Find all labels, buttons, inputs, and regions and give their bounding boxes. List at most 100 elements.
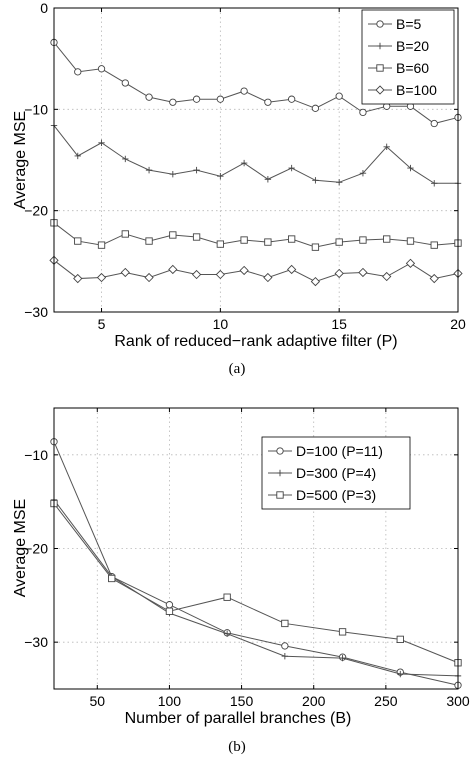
- chart-b-data-point: [108, 574, 116, 583]
- chart-b-data-point: [281, 653, 289, 660]
- chart-a-data-point: [74, 68, 82, 76]
- chart-b-data-point: [223, 630, 231, 637]
- chart-a-legend-label: B=100: [396, 82, 437, 98]
- chart-b-series-2: [50, 496, 462, 680]
- chart-a-data-point: [383, 235, 391, 243]
- chart-a-series-2: [50, 122, 462, 187]
- chart-b-data-point: [165, 607, 174, 615]
- chart-a-data-point: [430, 119, 438, 128]
- chart-a-series-3: [50, 219, 462, 251]
- chart-a-x-tick-label: 20: [450, 316, 466, 332]
- chart-a-series-4: [49, 255, 463, 287]
- chart-a-y-tick-label: −20: [24, 203, 48, 219]
- chart-a-data-point: [287, 264, 297, 275]
- chart-a-data-point: [169, 98, 177, 106]
- chart-a-data-point: [96, 272, 107, 283]
- chart-a-legend: B=5 B=20 B=60 B=100: [361, 9, 455, 105]
- chart-a-legend-label: B=60: [396, 60, 429, 76]
- chart-a-data-point: [216, 95, 225, 103]
- chart-b-legend-marker: [276, 469, 284, 477]
- chart-a-ticks: 5 10 15 20 0 −10 −20 −30: [24, 0, 466, 332]
- chart-b-x-axis-label: Number of parallel branches (B): [125, 710, 352, 727]
- chart-a-data-point: [74, 152, 81, 160]
- chart-a-y-tick-label: 0: [40, 0, 48, 16]
- chart-a-data-point: [169, 170, 177, 178]
- chart-a-data-point: [216, 240, 225, 248]
- chart-b-series-line: [53, 503, 459, 664]
- chart-a-legend-marker: [375, 85, 385, 95]
- chart-b-series: [50, 438, 462, 689]
- chart-b-y-tick-label: −20: [24, 541, 48, 557]
- chart-a-series-line: [53, 222, 459, 248]
- chart-a-data-point: [264, 98, 272, 106]
- chart-a-legend-label: B=5: [396, 16, 422, 32]
- chart-a-data-point: [73, 273, 83, 284]
- chart-a-legend-label: B=20: [396, 38, 429, 54]
- chart-a-data-point: [217, 173, 224, 180]
- chart-a-y-tick-label: −30: [24, 304, 48, 320]
- chart-b-ticks: 50 100 150 200 250 300 −10 −20 −30: [24, 408, 470, 709]
- chart-b-caption: (b): [228, 739, 246, 755]
- chart-a-data-point: [264, 176, 272, 183]
- chart-a-data-point: [431, 180, 438, 187]
- chart-b-data-point: [396, 635, 404, 644]
- chart-a-legend-marker: [376, 42, 384, 50]
- chart-b-legend-marker: [276, 491, 284, 499]
- chart-a-data-point: [121, 230, 129, 238]
- chart-b: 50 100 150 200 250 300 −10 −20 −30 Number of par…: [12, 407, 470, 755]
- chart-a-series-line: [53, 125, 458, 184]
- chart-b-legend-label: D=500 (P=3): [296, 487, 376, 503]
- chart-a-series: [49, 38, 463, 287]
- chart-a-data-point: [145, 237, 153, 245]
- chart-b-series-line: [53, 441, 459, 686]
- chart-a-data-point: [407, 164, 414, 172]
- chart-b-data-point: [281, 642, 289, 650]
- chart-a-data-point: [359, 108, 367, 117]
- chart-b-data-point: [338, 628, 347, 636]
- chart-a-data-point: [359, 169, 367, 177]
- chart-a-x-tick-label: 5: [98, 316, 106, 332]
- chart-a-data-point: [311, 243, 320, 251]
- chart-a-data-point: [122, 155, 129, 163]
- chart-a-data-point: [144, 272, 154, 283]
- chart-b-data-point: [397, 670, 404, 678]
- chart-a-series-1: [50, 38, 462, 128]
- chart-a-data-point: [97, 65, 106, 73]
- chart-a-data-point: [405, 258, 416, 268]
- chart-a-data-point: [97, 241, 106, 249]
- chart-b-data-point: [165, 601, 174, 609]
- chart-a-data-point: [287, 95, 296, 103]
- chart-a-data-point: [74, 237, 82, 245]
- chart-a-data-point: [335, 238, 343, 246]
- chart-a-data-point: [168, 264, 178, 275]
- chart-b-x-tick-label: 50: [89, 693, 105, 709]
- chart-a-data-point: [406, 237, 415, 245]
- chart-a-y-axis-label: Average MSE: [12, 111, 29, 209]
- chart-a-data-point: [192, 95, 201, 103]
- chart-a-plot-frame: [53, 7, 459, 313]
- chart-a-data-point: [98, 139, 105, 146]
- chart-b-y-axis-label: Average MSE: [12, 499, 29, 597]
- chart-a-x-tick-label: 15: [331, 316, 347, 332]
- chart-b-data-point: [281, 619, 289, 628]
- chart-a-data-point: [215, 269, 225, 280]
- chart-a-data-point: [335, 179, 343, 186]
- chart-a-x-axis-label: Rank of reduced−rank adaptive filter (P): [114, 333, 397, 350]
- chart-a-data-point: [383, 143, 390, 151]
- chart-a: 5 10 15 20 0 −10 −20 −30 Rank of reduced−rank a…: [12, 0, 466, 377]
- chart-a-data-point: [192, 233, 201, 241]
- chart-a-data-point: [264, 238, 272, 246]
- chart-b-legend-label: D=300 (P=4): [296, 465, 376, 481]
- chart-a-data-point: [358, 267, 368, 278]
- chart-b-legend: D=100 (P=11) D=300 (P=4) D=500 (P=3): [261, 436, 411, 510]
- chart-a-data-point: [145, 93, 153, 101]
- chart-a-data-point: [430, 241, 438, 249]
- chart-b-y-tick-label: −30: [24, 634, 48, 650]
- chart-a-data-point: [312, 177, 319, 184]
- chart-b-series-line: [53, 499, 459, 677]
- chart-a-legend-marker: [376, 20, 384, 28]
- chart-a-series-line: [53, 42, 459, 125]
- chart-b-x-tick-label: 200: [302, 693, 326, 709]
- chart-b-x-tick-label: 150: [230, 693, 254, 709]
- chart-a-legend-marker: [376, 64, 384, 72]
